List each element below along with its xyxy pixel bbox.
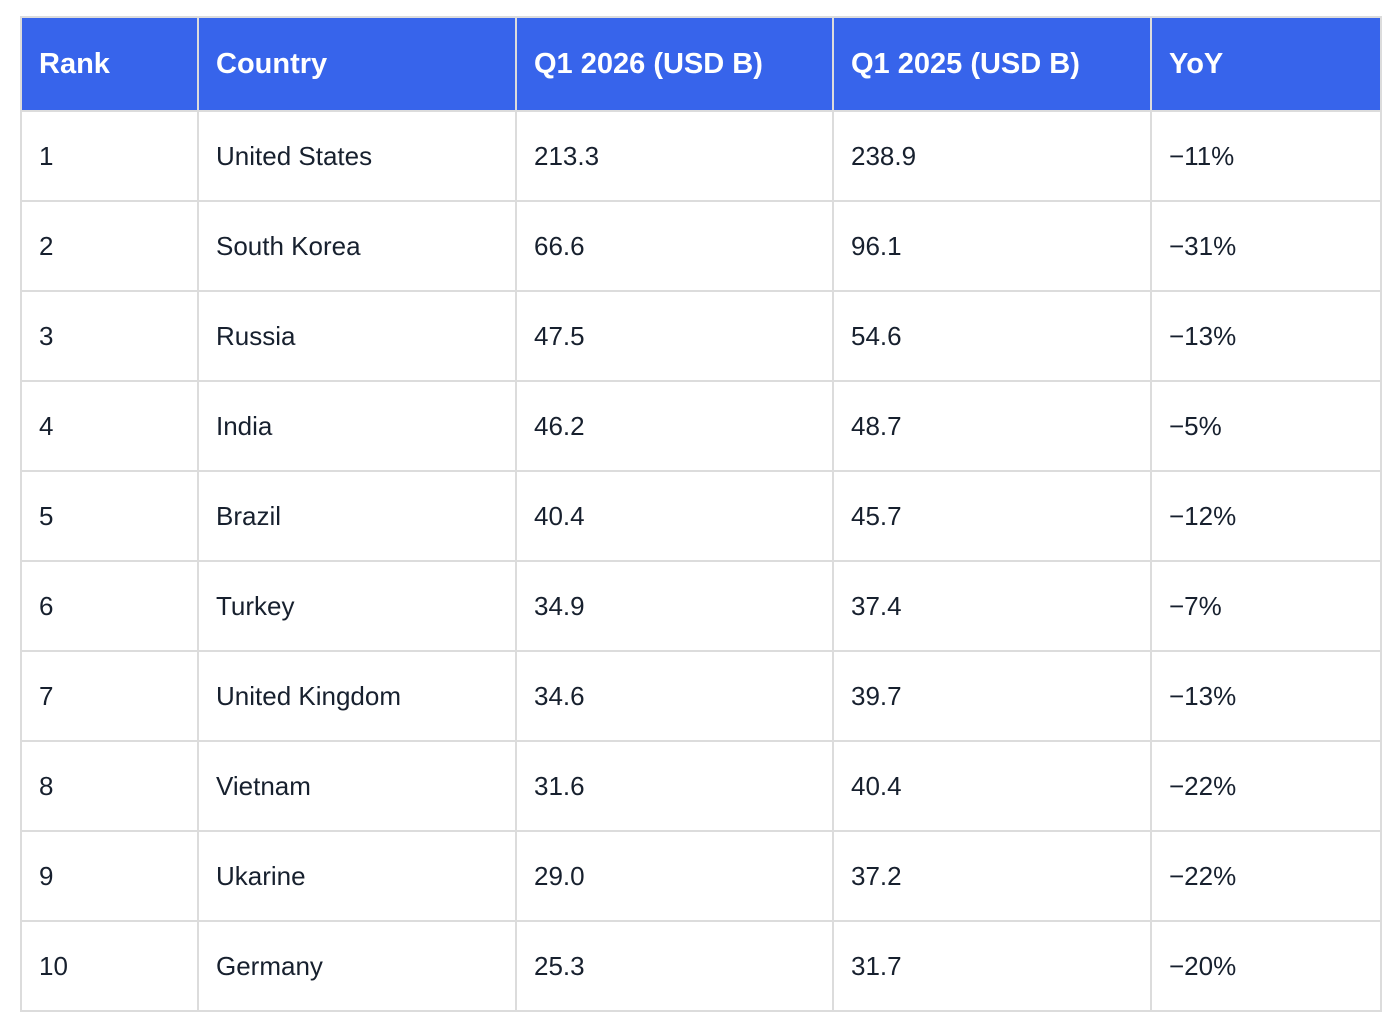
country-cell: United States (197, 110, 517, 202)
q1-2025-cell: 96.1 (832, 200, 1152, 292)
q1-2026-cell: 31.6 (515, 740, 834, 832)
q1-2026-cell: 46.2 (515, 380, 834, 472)
table-row: 4 India 46.2 48.7 −5% (20, 380, 1382, 472)
yoy-cell: −11% (1150, 110, 1382, 202)
table-row: 5 Brazil 40.4 45.7 −12% (20, 470, 1382, 562)
q1-2025-cell: 40.4 (832, 740, 1152, 832)
q1-2026-cell: 47.5 (515, 290, 834, 382)
rank-cell: 2 (20, 200, 199, 292)
data-table: Rank Country Q1 2026 (USD B) Q1 2025 (US… (20, 16, 1382, 1012)
q1-2025-cell: 37.4 (832, 560, 1152, 652)
rank-cell: 8 (20, 740, 199, 832)
rank-cell: 1 (20, 110, 199, 202)
country-cell: Brazil (197, 470, 517, 562)
header-q1-2025: Q1 2025 (USD B) (832, 16, 1152, 112)
header-q1-2026: Q1 2026 (USD B) (515, 16, 834, 112)
rank-cell: 3 (20, 290, 199, 382)
rank-cell: 7 (20, 650, 199, 742)
country-cell: Ukarine (197, 830, 517, 922)
country-cell: Germany (197, 920, 517, 1012)
q1-2026-cell: 40.4 (515, 470, 834, 562)
rank-cell: 4 (20, 380, 199, 472)
q1-2025-cell: 48.7 (832, 380, 1152, 472)
q1-2026-cell: 25.3 (515, 920, 834, 1012)
yoy-cell: −22% (1150, 740, 1382, 832)
country-cell: Vietnam (197, 740, 517, 832)
q1-2025-cell: 238.9 (832, 110, 1152, 202)
country-cell: Turkey (197, 560, 517, 652)
country-cell: India (197, 380, 517, 472)
q1-2025-cell: 31.7 (832, 920, 1152, 1012)
table-row: 9 Ukarine 29.0 37.2 −22% (20, 830, 1382, 922)
yoy-cell: −12% (1150, 470, 1382, 562)
yoy-cell: −20% (1150, 920, 1382, 1012)
header-row: Rank Country Q1 2026 (USD B) Q1 2025 (US… (20, 16, 1382, 112)
table-row: 3 Russia 47.5 54.6 −13% (20, 290, 1382, 382)
yoy-cell: −7% (1150, 560, 1382, 652)
yoy-cell: −31% (1150, 200, 1382, 292)
table-row: 8 Vietnam 31.6 40.4 −22% (20, 740, 1382, 832)
table-header: Rank Country Q1 2026 (USD B) Q1 2025 (US… (20, 16, 1382, 112)
table-body: 1 United States 213.3 238.9 −11% 2 South Korea… (20, 110, 1382, 1012)
rank-cell: 9 (20, 830, 199, 922)
yoy-cell: −13% (1150, 290, 1382, 382)
yoy-cell: −5% (1150, 380, 1382, 472)
q1-2026-cell: 29.0 (515, 830, 834, 922)
table-row: 2 South Korea 66.6 96.1 −31% (20, 200, 1382, 292)
header-country: Country (197, 16, 517, 112)
q1-2025-cell: 37.2 (832, 830, 1152, 922)
country-cell: United Kingdom (197, 650, 517, 742)
table-row: 7 United Kingdom 34.6 39.7 −13% (20, 650, 1382, 742)
q1-2026-cell: 213.3 (515, 110, 834, 202)
q1-2025-cell: 54.6 (832, 290, 1152, 382)
rank-cell: 5 (20, 470, 199, 562)
country-cell: South Korea (197, 200, 517, 292)
q1-2025-cell: 39.7 (832, 650, 1152, 742)
header-rank: Rank (20, 16, 199, 112)
q1-2026-cell: 66.6 (515, 200, 834, 292)
yoy-cell: −13% (1150, 650, 1382, 742)
table-row: 10 Germany 25.3 31.7 −20% (20, 920, 1382, 1012)
table-row: 1 United States 213.3 238.9 −11% (20, 110, 1382, 202)
rank-cell: 6 (20, 560, 199, 652)
rank-cell: 10 (20, 920, 199, 1012)
country-cell: Russia (197, 290, 517, 382)
q1-2026-cell: 34.6 (515, 650, 834, 742)
yoy-cell: −22% (1150, 830, 1382, 922)
q1-2025-cell: 45.7 (832, 470, 1152, 562)
header-yoy: YoY (1150, 16, 1382, 112)
q1-2026-cell: 34.9 (515, 560, 834, 652)
table-row: 6 Turkey 34.9 37.4 −7% (20, 560, 1382, 652)
